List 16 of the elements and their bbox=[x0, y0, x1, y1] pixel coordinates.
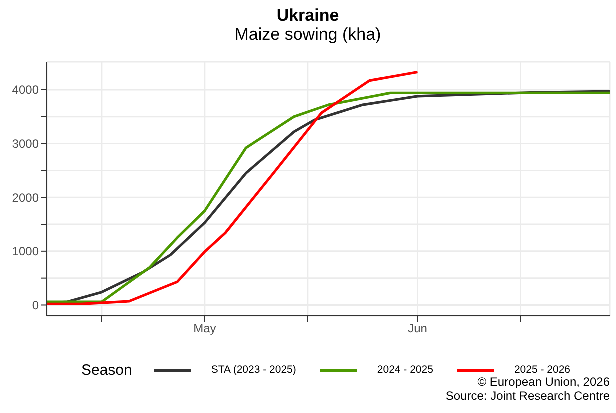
y-tick-label: 3000 bbox=[12, 137, 40, 152]
y-tick-label: 0 bbox=[32, 298, 40, 312]
legend-title: Season bbox=[81, 362, 132, 378]
x-tick-label: May bbox=[194, 322, 216, 336]
chart-subtitle: Maize sowing (kha) bbox=[234, 25, 382, 44]
legend-label: STA (2023 - 2025) bbox=[211, 364, 296, 376]
x-tick-label: Jun bbox=[408, 322, 428, 336]
y-tick-label: 1000 bbox=[12, 244, 40, 259]
legend-label: 2024 - 2025 bbox=[377, 364, 434, 376]
legend-label: 2025 - 2026 bbox=[514, 364, 571, 376]
chart-title: Ukraine bbox=[276, 6, 340, 25]
y-tick-label: 2000 bbox=[12, 190, 40, 205]
line-series bbox=[47, 70, 420, 306]
text: © European Union, 2026 bbox=[478, 375, 610, 389]
y-tick-label: 4000 bbox=[12, 83, 40, 98]
source-note: Source: Joint Research Centre bbox=[446, 389, 610, 403]
